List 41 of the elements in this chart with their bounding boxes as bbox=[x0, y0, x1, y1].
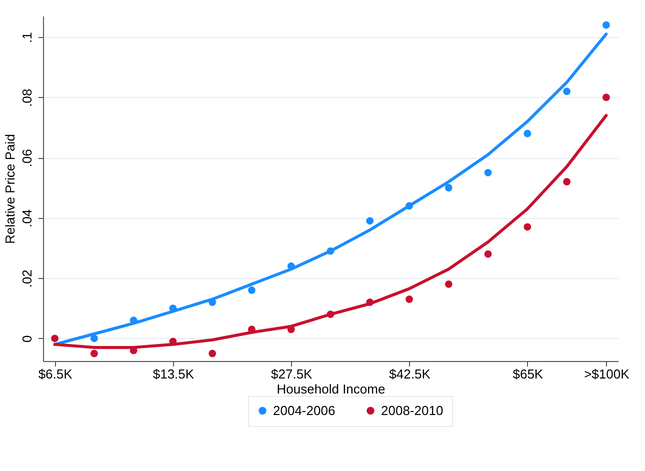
point bbox=[602, 94, 610, 102]
point bbox=[90, 334, 98, 342]
line-series bbox=[53, 32, 608, 346]
point bbox=[563, 178, 571, 186]
y-tick-label: .02 bbox=[20, 270, 34, 288]
point bbox=[406, 202, 413, 210]
point bbox=[287, 262, 295, 270]
x-tick-label: >$100K bbox=[584, 366, 630, 382]
x-tick-label: $27.5K bbox=[271, 366, 313, 382]
point bbox=[248, 286, 256, 294]
x-tick-label: $42.5K bbox=[389, 366, 431, 382]
point bbox=[51, 334, 59, 342]
point bbox=[366, 298, 374, 306]
point bbox=[326, 247, 334, 255]
point bbox=[366, 217, 374, 225]
point bbox=[406, 296, 413, 303]
point bbox=[90, 350, 98, 358]
point bbox=[563, 88, 571, 96]
point bbox=[444, 280, 452, 288]
point bbox=[602, 21, 610, 29]
point bbox=[444, 184, 452, 192]
y-tick-label: .08 bbox=[20, 88, 34, 107]
point bbox=[524, 130, 532, 138]
y-tick-label: .1 bbox=[20, 32, 34, 44]
x-axis-title: Household Income bbox=[276, 382, 386, 396]
y-tick-label: 0 bbox=[20, 335, 34, 343]
y-tick-label: .04 bbox=[20, 209, 34, 228]
legend-label: 2008-2010 bbox=[381, 402, 444, 418]
legend-label: 2004-2006 bbox=[273, 402, 336, 418]
x-tick-label: $65K bbox=[512, 366, 544, 382]
y-tick-label: .06 bbox=[20, 149, 34, 168]
point bbox=[326, 310, 334, 318]
point bbox=[484, 168, 492, 176]
point bbox=[524, 223, 532, 231]
point bbox=[169, 304, 177, 312]
y-axis-title: Relative Price Paid bbox=[2, 134, 18, 244]
point bbox=[484, 250, 492, 258]
x-tick-label: $13.5K bbox=[152, 366, 194, 382]
point bbox=[208, 350, 216, 358]
point bbox=[208, 298, 216, 306]
x-tick-label: $6.5K bbox=[38, 366, 73, 382]
